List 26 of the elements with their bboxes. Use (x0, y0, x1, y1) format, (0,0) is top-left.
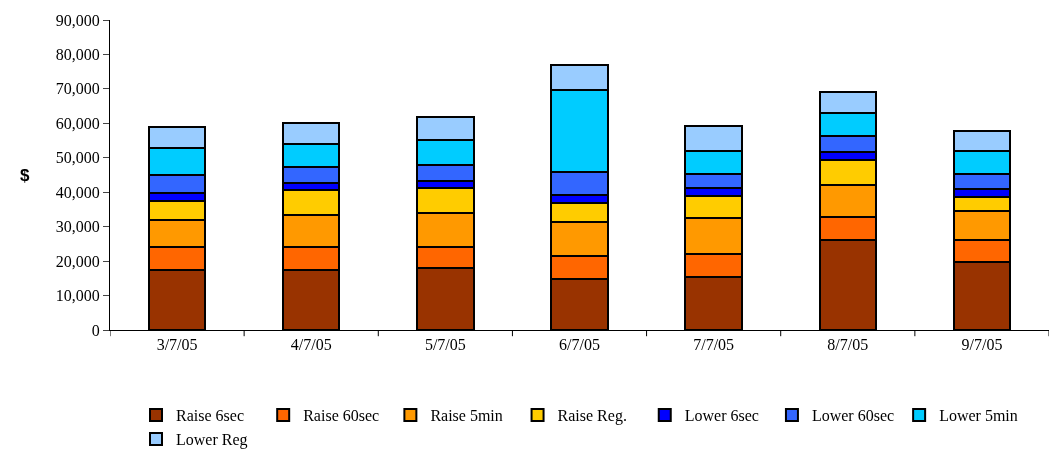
legend-label: Lower 5min (939, 407, 1018, 425)
legend-label: Raise Reg. (557, 407, 627, 426)
y-tick-label: 40,000 (55, 183, 100, 201)
y-tick-label: 0 (91, 321, 100, 339)
y-tick-label: 80,000 (55, 46, 100, 64)
x-tick-label: 9/7/05 (961, 336, 1003, 354)
x-tick-label: 6/7/05 (559, 336, 600, 354)
legend-label: Raise 60sec (303, 407, 380, 425)
legend-label: Lower 60sec (811, 407, 895, 425)
y-tick-label: 20,000 (55, 252, 100, 270)
y-tick-label: 10,000 (55, 287, 100, 305)
legend-label: Lower Reg (176, 431, 248, 450)
legend-label: Raise 6sec (176, 407, 244, 425)
y-tick-label: 90,000 (55, 11, 100, 29)
y-tick-label: 70,000 (55, 80, 100, 98)
y-tick-label: 30,000 (55, 218, 100, 236)
legend-label: Raise 5min (430, 407, 503, 425)
y-axis-title: $ (20, 166, 30, 185)
x-tick-label: 8/7/05 (827, 336, 869, 354)
y-tick-label: 50,000 (55, 149, 100, 167)
x-tick-label: 4/7/05 (290, 336, 332, 354)
x-tick-label: 3/7/05 (156, 336, 198, 354)
x-tick-label: 7/7/05 (693, 336, 735, 354)
y-tick-label: 60,000 (55, 114, 100, 132)
legend-label: Lower 6sec (684, 407, 759, 425)
x-tick-label: 5/7/05 (424, 336, 466, 354)
